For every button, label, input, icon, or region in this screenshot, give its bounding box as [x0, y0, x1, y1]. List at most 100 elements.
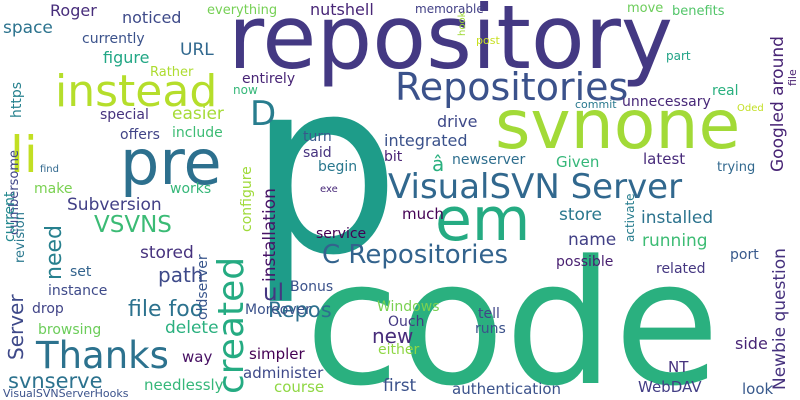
word-browsing: browsing — [38, 322, 102, 338]
word-subversion: Subversion — [67, 195, 162, 215]
word-a-circumflex: â — [432, 152, 445, 176]
word-c-repositories: C Repositories — [322, 240, 509, 270]
word-memorable: memorable — [415, 2, 484, 16]
word-everything: everything — [207, 3, 278, 18]
word-exe: exe — [320, 184, 338, 195]
word-either: either — [378, 342, 420, 358]
word-server: Server — [4, 294, 28, 360]
word-drop: drop — [32, 301, 64, 317]
word-moreover: Moreover — [245, 302, 311, 318]
word-works: works — [170, 181, 212, 197]
word-authentication: authentication — [452, 380, 562, 398]
word-service: service — [316, 226, 367, 242]
word-pre: pre — [120, 126, 222, 199]
word-li: li — [10, 126, 38, 184]
word-installed: installed — [641, 208, 714, 228]
word-said: said — [303, 145, 332, 161]
word-oldserver: oldserver — [195, 254, 211, 320]
word-much: much — [402, 205, 444, 223]
word-newbie-question: Newbie question — [770, 248, 790, 390]
word-thanks: Thanks — [36, 334, 169, 377]
word-p: p — [248, 28, 401, 308]
word-file: file — [786, 69, 799, 86]
word-name: name — [568, 230, 617, 250]
word-first: first — [383, 376, 417, 396]
word-delete: delete — [165, 318, 219, 338]
word-administer: administer — [243, 364, 324, 382]
word-entirely: entirely — [242, 71, 296, 87]
word-set: set — [70, 264, 92, 280]
word-code: code — [305, 223, 720, 400]
word-stored: stored — [140, 243, 194, 263]
word-related: related — [656, 261, 706, 277]
word-given: Given — [556, 153, 600, 171]
word-ul: ul — [263, 280, 284, 306]
word-include: include — [172, 125, 223, 141]
word-newserver: newserver — [452, 152, 526, 168]
word-special: special — [100, 107, 149, 123]
word-hook: hook — [457, 11, 468, 36]
word-url: URL — [180, 40, 214, 60]
word-noticed: noticed — [122, 8, 182, 27]
word-tell: tell — [478, 306, 500, 322]
word-now: now — [233, 83, 258, 97]
word-revision: revision — [13, 212, 28, 263]
word-trying: trying — [717, 160, 756, 175]
word-windows: Windows — [377, 299, 440, 315]
word-ouch: Ouch — [388, 314, 425, 330]
word-easier: easier — [172, 104, 224, 124]
word-side: side — [735, 334, 768, 353]
word-em: em — [435, 185, 531, 255]
word-configure: configure — [239, 166, 255, 232]
word-find: find — [40, 164, 59, 175]
word-instance: instance — [48, 283, 108, 299]
word-repos: Repos — [268, 298, 332, 322]
word-https: https — [9, 81, 25, 118]
word-move: move — [627, 1, 664, 16]
word-offers: offers — [120, 127, 160, 143]
word-integrated: integrated — [384, 131, 468, 150]
word-make: make — [34, 181, 73, 197]
word-latest: latest — [643, 150, 686, 168]
word-need: need — [42, 225, 67, 280]
word-post: post — [476, 34, 500, 47]
word-instead: instead — [55, 66, 218, 117]
word-course: course — [274, 378, 325, 396]
word-space: space — [3, 18, 53, 38]
word-file-foo: file foo — [128, 297, 204, 322]
word-repositories: Repositories — [395, 65, 629, 109]
word-figure: figure — [103, 48, 150, 67]
word-oded: Oded — [737, 103, 764, 114]
word-installation: installation — [260, 188, 280, 282]
word-svnone: svnone — [495, 86, 741, 165]
word-repository: repository — [228, 0, 673, 89]
word-roger: Roger — [50, 1, 97, 20]
word-visualsvnserverhooks: VisualSVNServerHooks — [3, 387, 129, 400]
word-unnecessary: unnecessary — [622, 94, 711, 110]
word-bit: bit — [384, 149, 403, 165]
word-vsvns: VSVNS — [94, 212, 172, 238]
word-benefits: benefits — [672, 4, 725, 19]
word-currently: currently — [82, 31, 145, 47]
word-way: way — [182, 348, 213, 366]
word-nutshell: nutshell — [310, 0, 374, 19]
word-needlessly: needlessly — [144, 376, 224, 394]
word-rather: Rather — [150, 65, 194, 80]
word-real: real — [712, 83, 739, 99]
word-webdav: WebDAV — [638, 378, 702, 396]
word-new: new — [372, 324, 414, 348]
word-visualsvn-server: VisualSVN Server — [388, 167, 683, 207]
word-running: running — [642, 231, 708, 251]
word-activate: activate — [623, 193, 637, 242]
word-googled-around: Googled around — [768, 36, 788, 172]
word-bonus: Bonus — [290, 279, 334, 295]
word-nt: NT — [668, 358, 689, 376]
word-svnserve: svnserve — [8, 369, 103, 393]
word-drive: drive — [437, 112, 478, 131]
word-begin: begin — [318, 159, 358, 175]
word-path: path — [158, 263, 204, 287]
word-simpler: simpler — [249, 345, 305, 363]
word-turn: turn — [303, 129, 332, 145]
word-port: port — [730, 247, 759, 263]
